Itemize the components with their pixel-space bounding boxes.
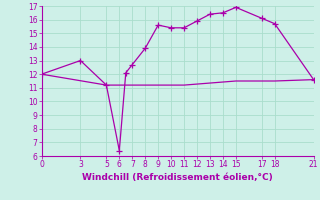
X-axis label: Windchill (Refroidissement éolien,°C): Windchill (Refroidissement éolien,°C) — [82, 173, 273, 182]
